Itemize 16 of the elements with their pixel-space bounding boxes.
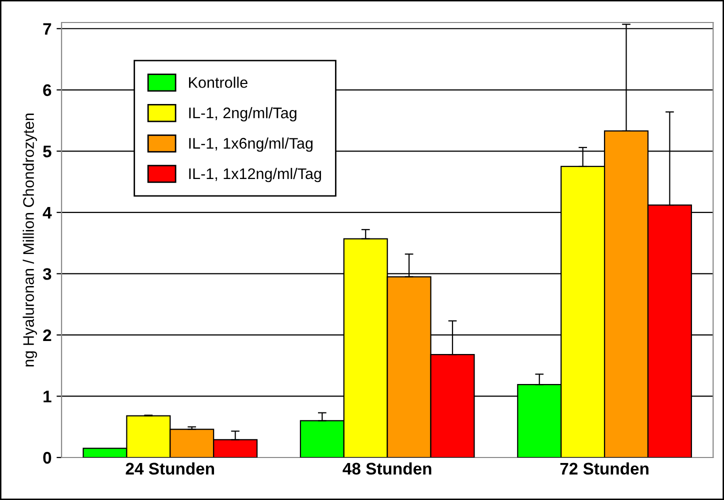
legend-label: IL-1, 1x12ng/ml/Tag [189,168,321,182]
x-tick-label: 24 Stunden [126,462,214,475]
x-tick-label: 48 Stunden [342,462,432,475]
legend-label: IL-1, 1x6ng/ml/Tag [189,138,313,152]
y-tick-label: 5 [43,146,52,158]
x-tick-label: 72 Stunden [560,462,648,475]
y-tick-label: 1 [44,390,52,402]
y-tick-label: 2 [43,329,52,342]
legend-label: IL-1, 2ng/ml/Tag [189,107,296,122]
y-tick-label: 0 [43,452,52,464]
y-tick-label: 4 [42,207,52,218]
y-tick-label: 7 [43,23,52,35]
y-tick-label: 6 [43,84,52,96]
legend-label: Kontrolle [189,76,248,88]
y-tick-label: 3 [42,268,52,280]
y-axis-title: ng Hyaluronan / Million Chondrozyten [22,114,37,366]
